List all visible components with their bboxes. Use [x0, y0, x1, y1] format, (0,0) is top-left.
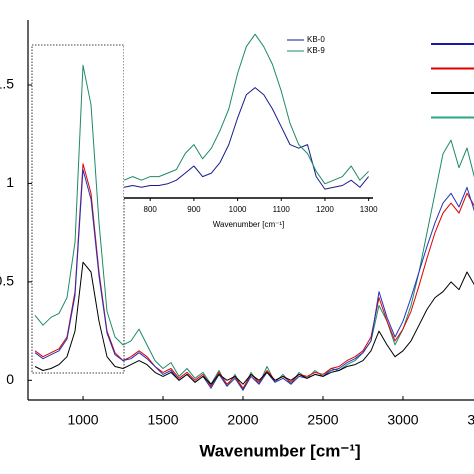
- series-line: [34, 169, 474, 391]
- inset-x-tick-label: 900: [187, 205, 201, 214]
- x-axis-label: Wavenumber [cm⁻¹]: [199, 441, 360, 460]
- y-tick-label: 0.5: [0, 273, 14, 289]
- x-tick-label: 2000: [227, 412, 258, 428]
- x-tick-label: 2500: [307, 412, 338, 428]
- series-line: [123, 33, 369, 185]
- inset-x-tick-label: 1200: [316, 205, 334, 214]
- inset-x-tick-label: 1100: [273, 205, 291, 214]
- inset-x-axis-label: Wavenumber [cm⁻¹]: [213, 220, 285, 229]
- series-line: [34, 261, 474, 385]
- x-tick-label: 1500: [147, 412, 178, 428]
- legend-label: KB-0: [307, 35, 325, 44]
- zoom-box: [31, 44, 125, 374]
- legend-label: KB-9: [307, 46, 325, 55]
- y-tick-label: 1.5: [0, 76, 14, 92]
- inset-background: [124, 20, 373, 198]
- y-tick-label: 0: [6, 371, 14, 387]
- x-tick-label: 3500: [467, 412, 474, 428]
- inset-x-tick-label: 800: [144, 205, 158, 214]
- series-line: [123, 87, 369, 190]
- inset-x-tick-label: 1000: [229, 205, 247, 214]
- x-tick-label: 3000: [387, 412, 418, 428]
- y-tick-label: 1: [6, 174, 14, 190]
- x-tick-label: 1000: [67, 412, 98, 428]
- series-line: [34, 163, 474, 389]
- inset-x-tick-label: 1300: [360, 205, 378, 214]
